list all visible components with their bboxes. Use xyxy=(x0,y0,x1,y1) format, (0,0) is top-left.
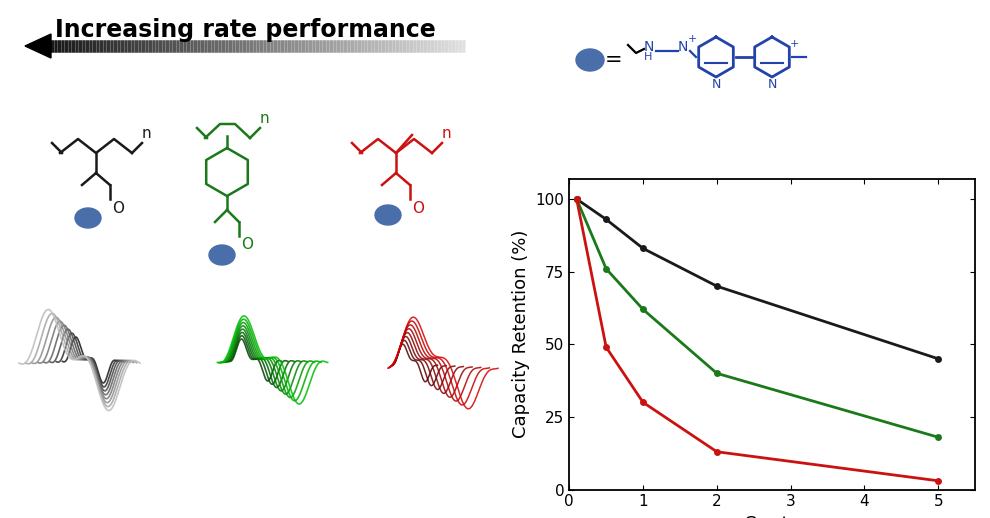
Text: =: = xyxy=(605,50,623,70)
Text: n: n xyxy=(442,126,451,141)
Text: N: N xyxy=(712,78,722,91)
Ellipse shape xyxy=(75,208,101,228)
Text: +: + xyxy=(790,39,799,49)
Text: H: H xyxy=(644,52,652,62)
Polygon shape xyxy=(25,34,51,58)
Ellipse shape xyxy=(209,245,235,265)
Ellipse shape xyxy=(576,49,604,71)
Text: N: N xyxy=(644,40,654,54)
Text: n: n xyxy=(260,111,269,126)
Ellipse shape xyxy=(375,205,401,225)
Text: +: + xyxy=(688,34,697,44)
Text: Increasing rate performance: Increasing rate performance xyxy=(54,18,436,42)
Text: n: n xyxy=(142,126,151,141)
Text: O: O xyxy=(412,201,424,216)
Y-axis label: Capacity Retention (%): Capacity Retention (%) xyxy=(512,230,530,438)
Text: N: N xyxy=(678,40,688,54)
Text: O: O xyxy=(241,237,253,252)
X-axis label: C-rate: C-rate xyxy=(744,515,800,518)
Text: O: O xyxy=(112,201,124,216)
Text: N: N xyxy=(768,78,777,91)
